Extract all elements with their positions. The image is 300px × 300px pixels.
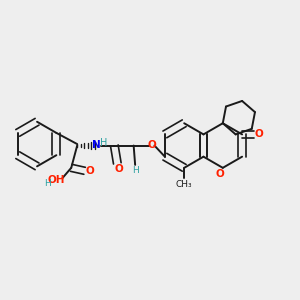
Text: CH₃: CH₃ [176,180,193,189]
Text: H: H [100,138,107,148]
Text: N: N [92,140,101,150]
Text: H: H [44,179,51,188]
Text: O: O [215,169,224,179]
Text: O: O [114,164,123,174]
Text: H: H [132,166,139,175]
Text: OH: OH [47,175,64,185]
Text: O: O [147,140,156,150]
Text: O: O [255,129,264,140]
Text: O: O [85,166,94,176]
